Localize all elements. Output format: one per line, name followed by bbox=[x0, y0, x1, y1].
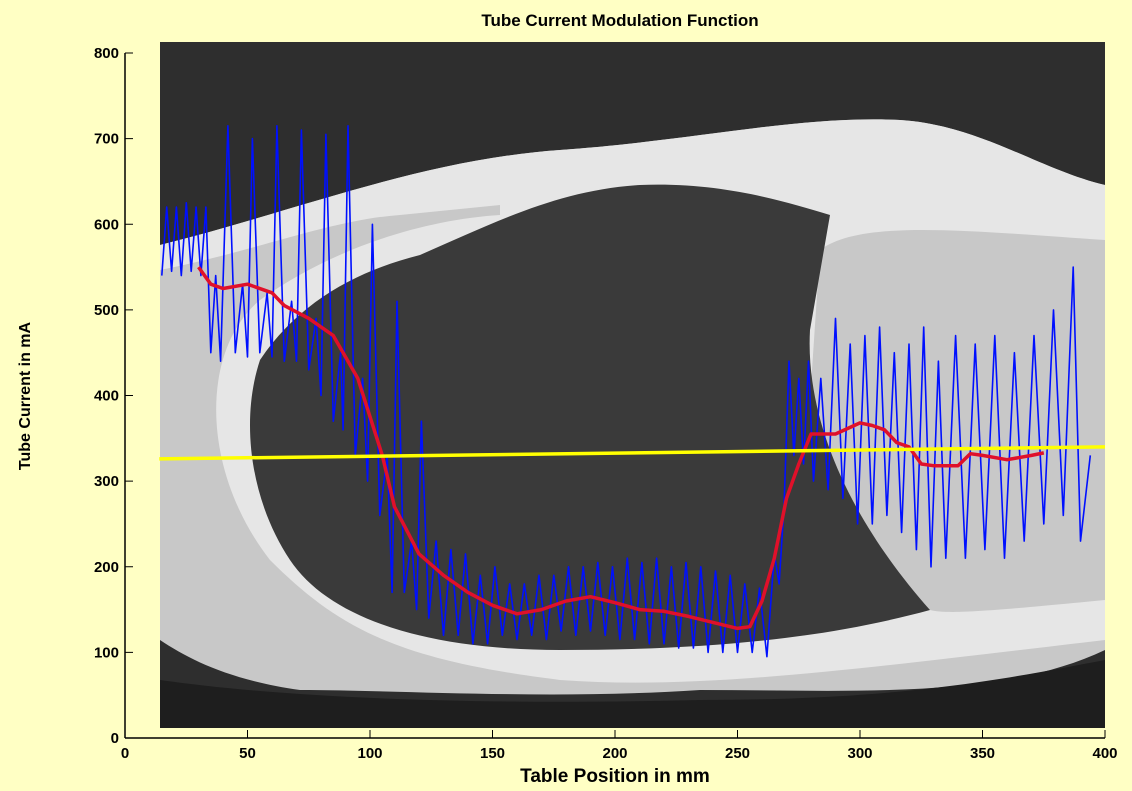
ct-image bbox=[160, 42, 1105, 728]
y-tick-label: 0 bbox=[111, 730, 119, 747]
y-tick-label: 500 bbox=[94, 302, 119, 319]
x-tick-label: 0 bbox=[121, 745, 129, 762]
chart-title: Tube Current Modulation Function bbox=[481, 11, 758, 30]
lines bbox=[159, 125, 1106, 658]
y-tick-label: 100 bbox=[94, 644, 119, 661]
x-tick-label: 150 bbox=[480, 745, 505, 762]
y-tick-label: 800 bbox=[94, 45, 119, 62]
y-tick-label: 700 bbox=[94, 131, 119, 148]
x-tick-label: 300 bbox=[847, 745, 872, 762]
x-tick-label: 400 bbox=[1092, 745, 1117, 762]
line-series bbox=[161, 125, 1092, 658]
x-tick-label: 200 bbox=[602, 745, 627, 762]
x-axis-label: Table Position in mm bbox=[520, 766, 710, 787]
line-series bbox=[197, 266, 1045, 631]
x-tick-label: 350 bbox=[970, 745, 995, 762]
ct-lung bbox=[250, 184, 930, 650]
y-tick-label: 400 bbox=[94, 388, 119, 405]
y-tick-label: 200 bbox=[94, 559, 119, 576]
y-tick-label: 300 bbox=[94, 473, 119, 490]
x-tick-label: 50 bbox=[239, 745, 256, 762]
y-tick-label: 600 bbox=[94, 216, 119, 233]
ct-table bbox=[160, 660, 1105, 728]
x-tick-label: 100 bbox=[357, 745, 382, 762]
x-tick-label: 250 bbox=[725, 745, 750, 762]
y-axis-label: Tube Current in mA bbox=[17, 321, 34, 470]
line-series bbox=[159, 445, 1106, 461]
